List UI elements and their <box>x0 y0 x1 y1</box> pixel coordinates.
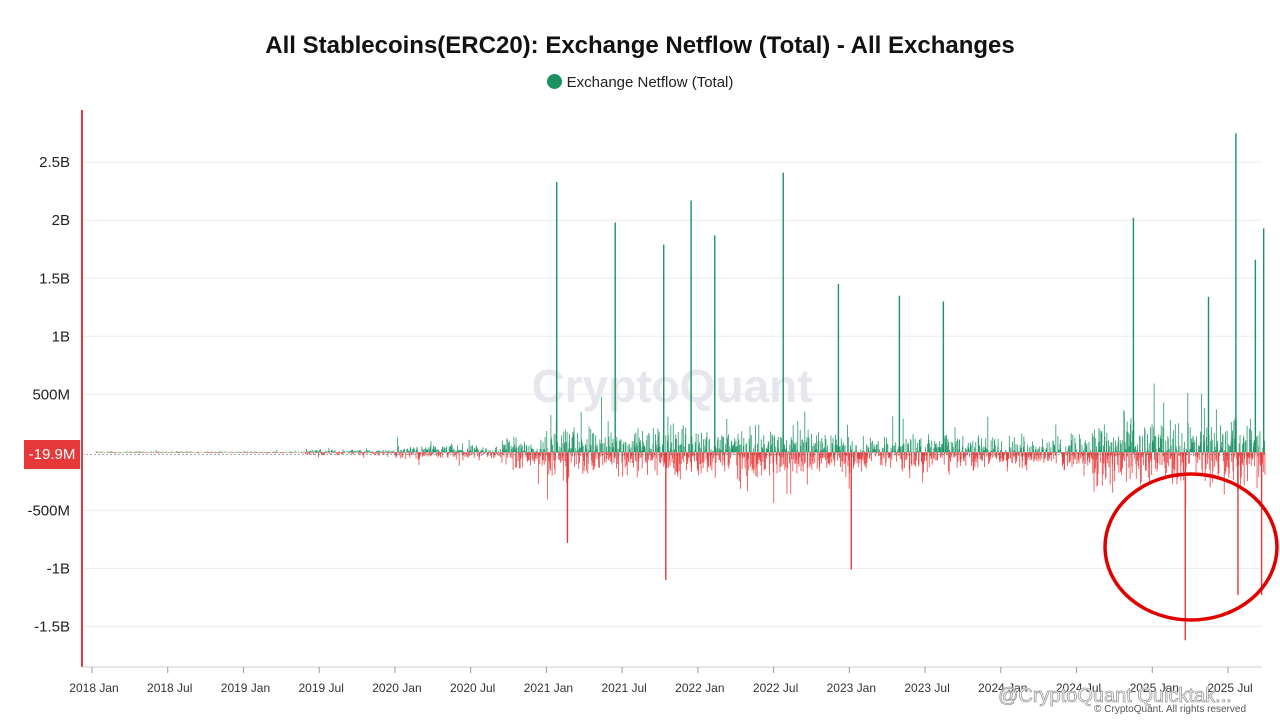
y-tick-label: 1.5B <box>39 270 70 287</box>
y-tick-label: -500M <box>27 502 70 519</box>
x-tick-label: 2020 Jan <box>372 681 421 695</box>
x-tick-label: 2025 Jan <box>1130 681 1179 695</box>
y-tick-label: -1B <box>47 560 70 577</box>
x-tick-label: 2018 Jan <box>69 681 118 695</box>
chart-title: All Stablecoins(ERC20): Exchange Netflow… <box>265 32 1015 59</box>
x-tick-label: 2019 Jan <box>221 681 270 695</box>
copyright-credit: © CryptoQuant. All rights reserved <box>1094 704 1246 715</box>
x-tick-label: 2022 Jan <box>675 681 724 695</box>
x-tick-label: 2020 Jul <box>450 681 495 695</box>
chart-legend[interactable]: Exchange Netflow (Total) <box>0 74 1280 91</box>
overlay-handle-text: @CryptoQuant Quicktak... <box>998 685 1232 707</box>
current-value-badge: -19.9M <box>24 440 80 469</box>
x-tick-label: 2022 Jul <box>753 681 798 695</box>
x-tick-label: 2023 Jan <box>827 681 876 695</box>
x-tick-label: 2021 Jul <box>601 681 646 695</box>
legend-swatch <box>546 74 562 89</box>
x-tick-label: 2024 Jan <box>978 681 1027 695</box>
x-tick-label: 2018 Jul <box>147 681 192 695</box>
y-tick-label: -1.5B <box>34 618 70 635</box>
y-tick-label: 1B <box>52 328 70 345</box>
x-tick-label: 2021 Jan <box>524 681 573 695</box>
y-tick-label: 2.5B <box>39 154 70 171</box>
x-tick-label: 2025 Jul <box>1207 681 1252 695</box>
legend-label: Exchange Netflow (Total) <box>566 74 734 91</box>
x-tick-label: 2024 Jul <box>1056 681 1101 695</box>
x-tick-label: 2023 Jul <box>904 681 949 695</box>
y-tick-label: 500M <box>32 386 70 403</box>
y-tick-label: 2B <box>52 212 70 229</box>
watermark-text: CryptoQuant <box>531 360 812 412</box>
x-tick-label: 2019 Jul <box>299 681 344 695</box>
highlight-circle-annotation <box>1103 472 1279 622</box>
